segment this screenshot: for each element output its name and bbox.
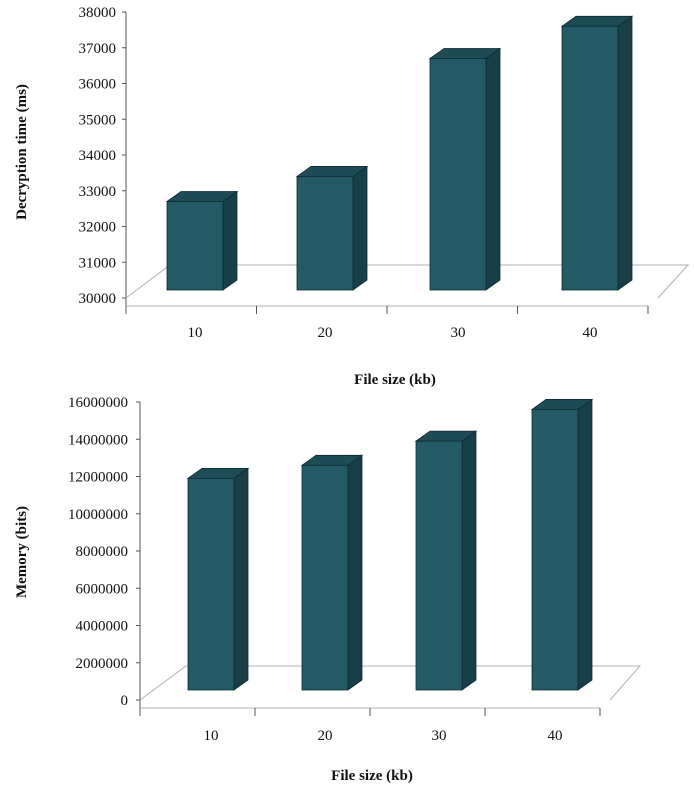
- y-tick-label: 32000: [79, 220, 117, 236]
- y-tick-label: 16000000: [68, 395, 128, 411]
- chart-floor: [125, 264, 690, 299]
- x-tick-label: 20: [318, 728, 333, 744]
- x-tick-label: 30: [451, 325, 466, 341]
- bar-20: [301, 464, 349, 691]
- bar-10: [166, 201, 224, 291]
- y-tick-label: 34000: [79, 148, 117, 164]
- y-tick-label: 30000: [79, 291, 117, 307]
- memory-chart: 0 2000000 4000000 6000000 8000000 10000000 120…: [68, 395, 642, 744]
- y-tick-label: 2000000: [76, 656, 129, 672]
- y-tick-label: 4000000: [76, 619, 129, 635]
- bar-side-10: [233, 467, 249, 691]
- x-tick-label: 10: [188, 325, 203, 341]
- chart-2-ylabel: Memory (bits): [14, 506, 30, 598]
- y-tick-label: 35000: [79, 112, 117, 128]
- bar-side-30: [485, 47, 501, 291]
- y-tick-label: 36000: [79, 77, 117, 93]
- chart-2-xlabel: File size (kb): [331, 768, 413, 784]
- bar-side-20: [352, 165, 368, 291]
- y-tick-label: 8000000: [76, 544, 129, 560]
- chart-1-ylabel: Decryption time (ms): [14, 84, 30, 220]
- y-tick-label: 38000: [79, 5, 117, 21]
- decryption-time-chart: 30000 31000 32000 33000 34000 35000 36000 37000…: [79, 5, 690, 341]
- bar-side-10: [222, 190, 238, 291]
- bar-20: [296, 176, 354, 291]
- y-tick-label: 14000000: [68, 432, 128, 448]
- x-tick-label: 40: [583, 325, 598, 341]
- y-tick-label: 6000000: [76, 581, 129, 597]
- y-tick-label: 12000000: [68, 470, 128, 486]
- bar-40: [561, 25, 619, 291]
- chart-1-xlabel: File size (kb): [354, 372, 436, 388]
- bar-side-40: [577, 398, 593, 691]
- bar-side-30: [461, 430, 477, 691]
- bar-side-40: [617, 15, 633, 291]
- x-tick-label: 10: [204, 728, 219, 744]
- y-tick-label: 0: [121, 693, 129, 709]
- y-tick-label: 37000: [79, 41, 117, 57]
- bar-30: [415, 440, 463, 691]
- y-tick-label: 31000: [79, 255, 117, 271]
- bar-40: [531, 409, 579, 691]
- bar-30: [429, 58, 487, 291]
- x-tick-label: 30: [432, 728, 447, 744]
- y-tick-label: 33000: [79, 184, 117, 200]
- bar-side-20: [347, 454, 363, 691]
- chart-floor: [139, 665, 642, 701]
- x-tick-label: 40: [548, 728, 563, 744]
- y-tick-label: 10000000: [68, 507, 128, 523]
- bar-10: [187, 477, 235, 691]
- x-tick-label: 20: [318, 325, 333, 341]
